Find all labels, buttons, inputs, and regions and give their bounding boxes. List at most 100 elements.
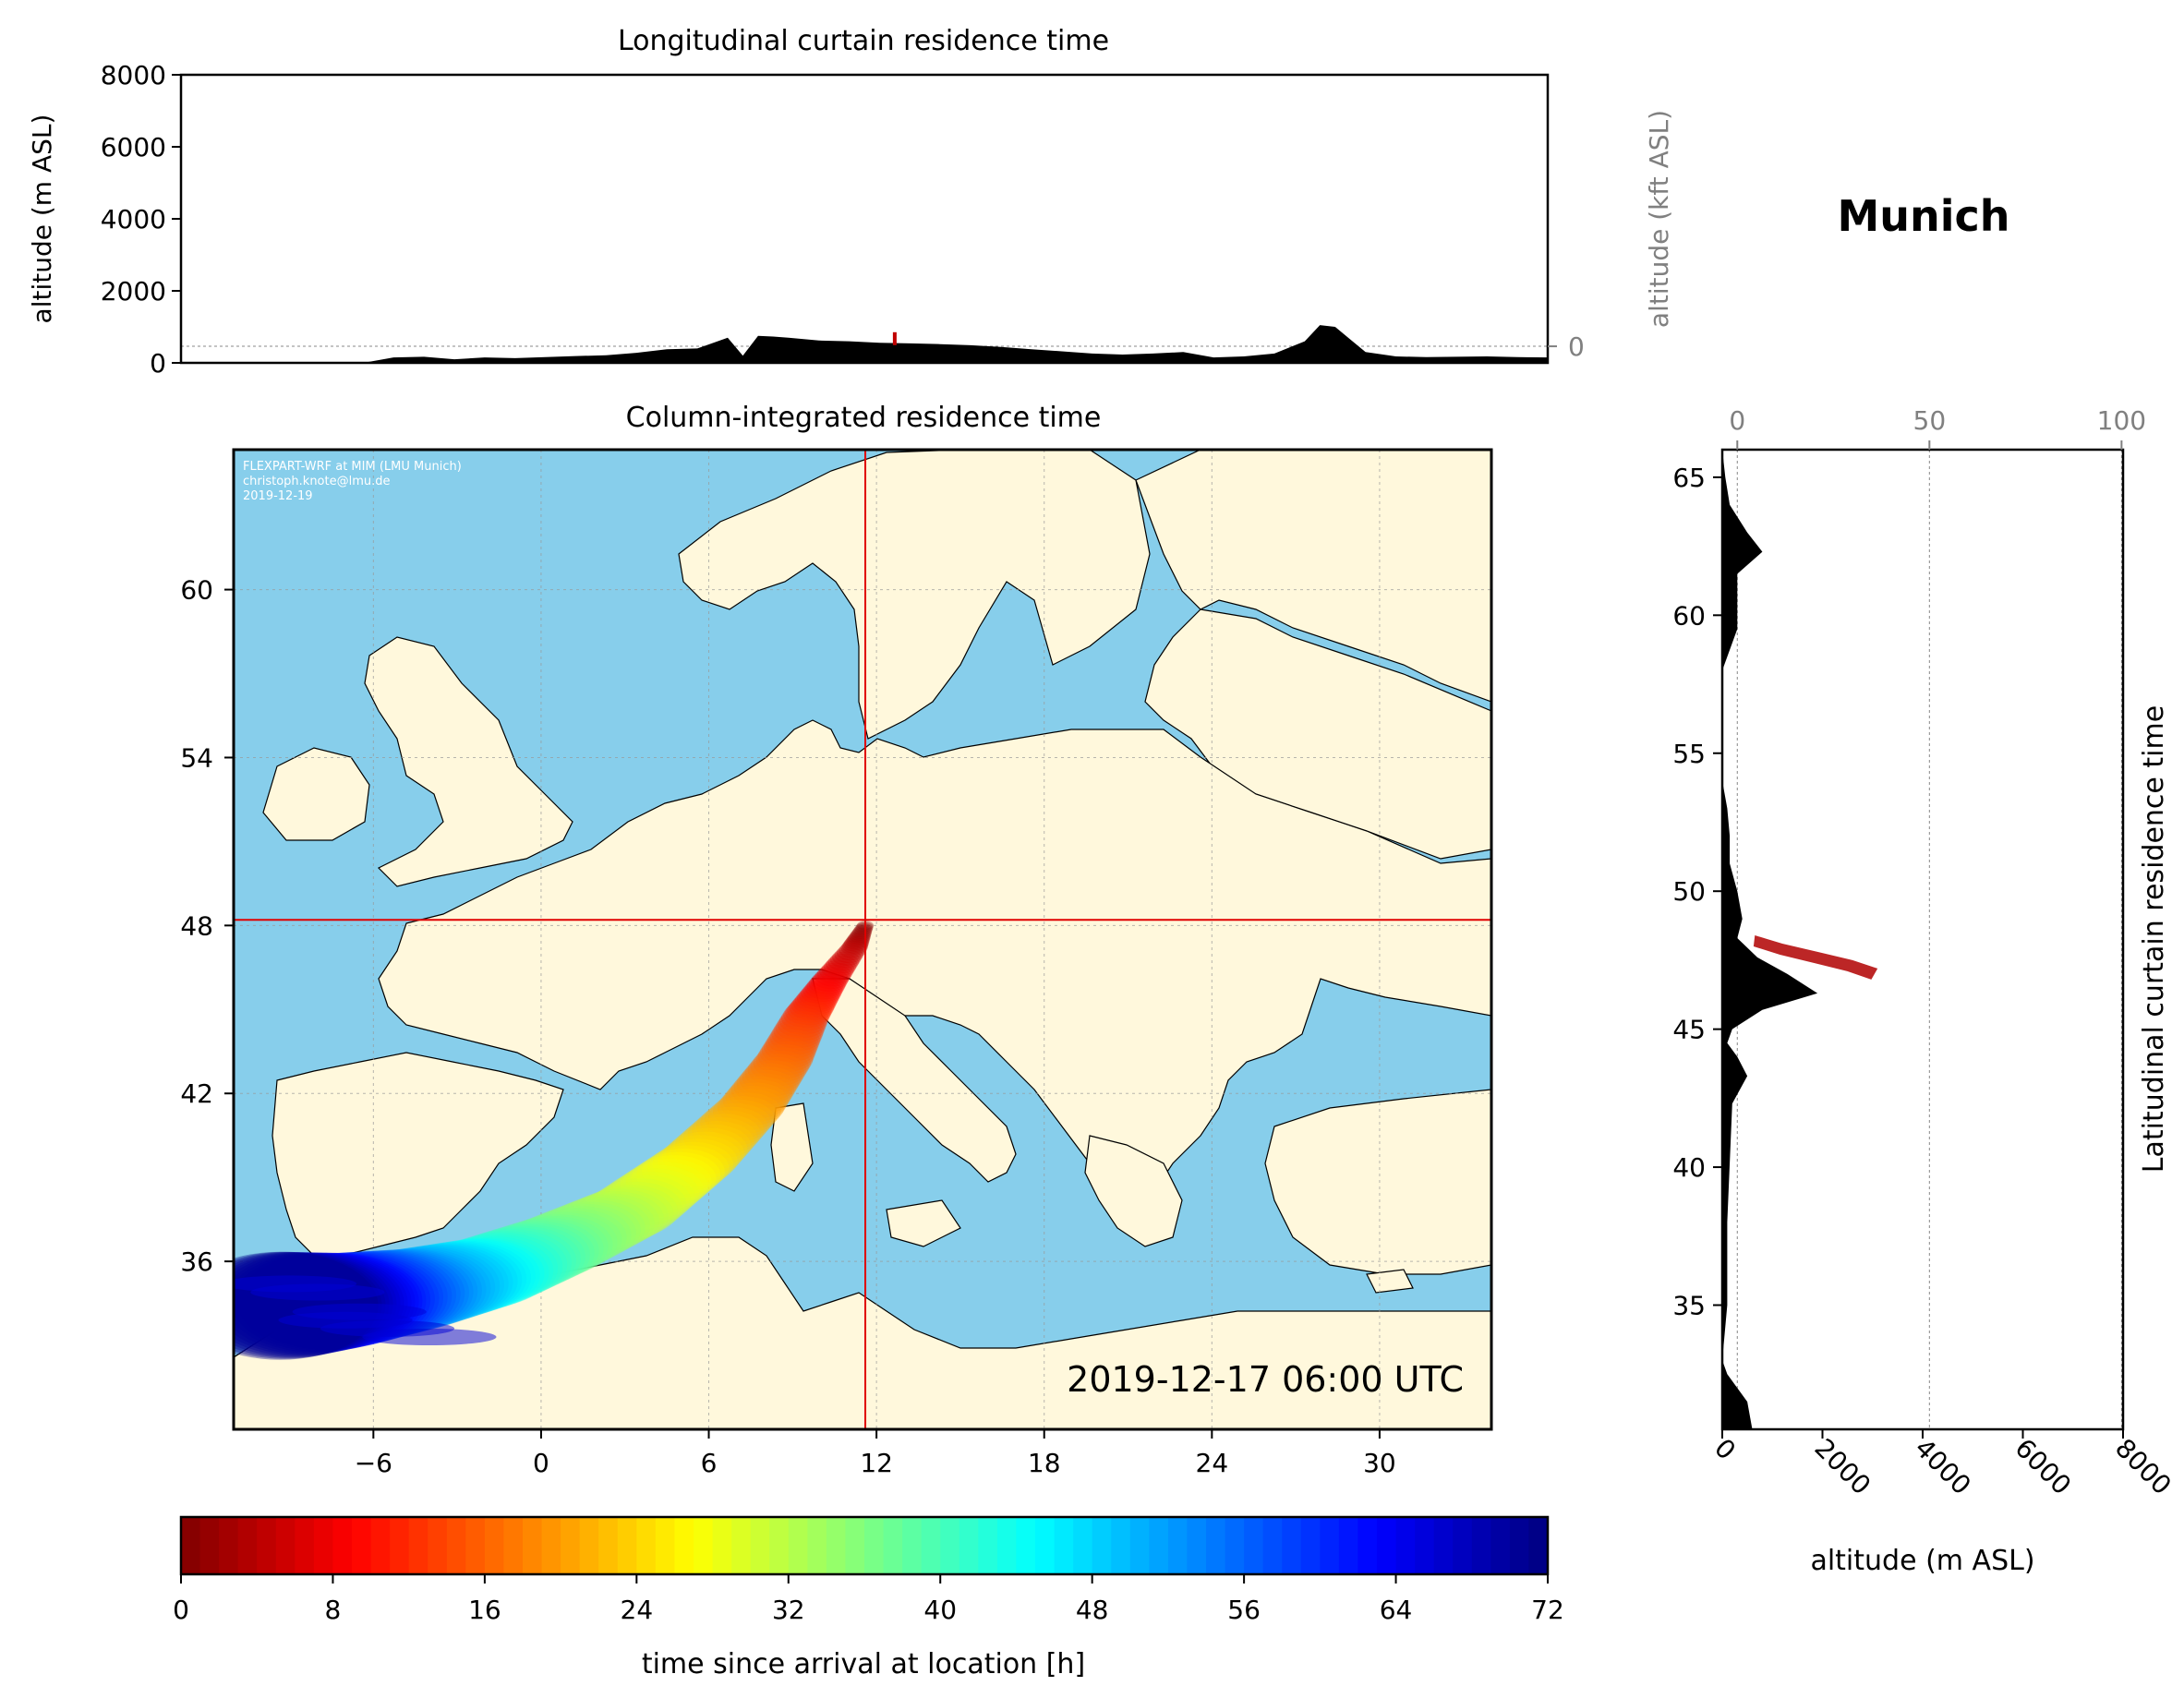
plume-blob (572, 1188, 669, 1243)
colorbar-step (1225, 1517, 1245, 1574)
x-tick-label: 18 (1028, 1448, 1061, 1478)
y-tick-label: 40 (1672, 1152, 1706, 1183)
plume-blob (813, 969, 850, 990)
plume-blob (583, 1185, 679, 1237)
plume-blob (759, 1038, 815, 1069)
colorbar-step (1073, 1517, 1093, 1574)
x-tick-label-top: 50 (1913, 405, 1947, 436)
plume-blob (427, 1235, 554, 1306)
colorbar-step (1016, 1517, 1036, 1574)
plume-blob (728, 1076, 793, 1112)
longitudinal-curtain-ylabel: altitude (m ASL) (27, 114, 57, 324)
longitudinal-curtain-title: Longitudinal curtain residence time (618, 25, 1109, 57)
colorbar-step (1377, 1517, 1397, 1574)
colorbar-step (352, 1517, 372, 1574)
trajectory-plume (234, 921, 875, 1360)
y-tick-label: 65 (1672, 463, 1706, 493)
plume-blob (839, 942, 866, 958)
plume-blob (823, 957, 857, 977)
colorbar-step (788, 1517, 808, 1574)
plume-blob (642, 1149, 725, 1195)
colorbar-step (523, 1517, 543, 1574)
x-tick-label: 6 (701, 1448, 718, 1478)
colorbar-steps (181, 1517, 1549, 1574)
plume-blob (588, 1181, 682, 1234)
plume-blob (604, 1172, 695, 1222)
iberia (271, 1052, 564, 1257)
turkey (1264, 1089, 1491, 1275)
plume-blob (789, 995, 834, 1020)
longitudinal-curtain-panel: Longitudinal curtain residence time 0 200… (27, 25, 1674, 379)
plume-blob (682, 1117, 758, 1159)
colorbar-step (1054, 1517, 1074, 1574)
sardinia (770, 1102, 814, 1192)
plume-blob (852, 926, 873, 938)
plume-blob (687, 1114, 761, 1155)
plume-blob (836, 945, 865, 961)
y-tick-label: 4000 (101, 204, 166, 235)
column-integrated-title: Column-integrated residence time (626, 402, 1102, 434)
plume-blob (362, 1245, 504, 1324)
colorbar-step (579, 1517, 599, 1574)
colorbar-step (1490, 1517, 1511, 1574)
colorbar-step (636, 1517, 657, 1574)
colorbar-step (181, 1517, 201, 1574)
plume-blob (810, 971, 848, 992)
y-tick-label: 60 (1672, 600, 1706, 631)
colorbar-step (712, 1517, 732, 1574)
plume-blob (374, 1244, 513, 1320)
plume-finger (234, 1275, 357, 1293)
plume-blob (479, 1221, 595, 1284)
y-tick-label: 35 (1672, 1291, 1706, 1321)
plume-blob (661, 1135, 742, 1179)
plume-blob (666, 1131, 744, 1175)
plume-blob (832, 949, 863, 966)
colorbar-step (731, 1517, 752, 1574)
plume-blob (722, 1082, 789, 1119)
latitudinal-curtain-title: Latitudinal curtain residence time (2138, 705, 2170, 1173)
y-tick-label: 55 (1672, 739, 1706, 769)
plume-blob (778, 1007, 828, 1035)
y-tick-label: 54 (180, 742, 213, 773)
credits: FLEXPART-WRF at MIM (LMU Munich) christo… (243, 460, 462, 503)
plume-blob (842, 937, 869, 952)
plume-blob (755, 1043, 814, 1076)
colorbar-step (807, 1517, 827, 1574)
colorbar-step (295, 1517, 315, 1574)
colorbar-step (219, 1517, 239, 1574)
y-tick-label: 8000 (101, 60, 166, 90)
plume-blob (804, 978, 844, 1000)
colorbar-step (940, 1517, 960, 1574)
plume-blob (631, 1155, 717, 1202)
plume-blob (565, 1191, 665, 1246)
plume-blob (625, 1158, 712, 1207)
map-x-ticks: −6 0 6 12 18 24 30 (355, 1429, 1396, 1478)
plume-blob (432, 1234, 559, 1304)
latitudinal-curtain-x-ticks: 0 2000 4000 6000 8000 (1708, 1429, 2178, 1500)
plume-blob (692, 1110, 765, 1150)
colorbar-tick-label: 24 (621, 1595, 654, 1625)
colorbar-step (598, 1517, 619, 1574)
finland-russia (1135, 450, 1491, 703)
colorbar-step (1111, 1517, 1131, 1574)
plume-blob (620, 1162, 708, 1210)
colorbar-ticks: 0 8 16 24 32 40 48 56 64 72 (173, 1574, 1564, 1625)
plume-blob (733, 1069, 797, 1105)
map-y-ticks: 36 42 48 54 60 (180, 575, 234, 1277)
x-tick-label-top: 100 (2097, 405, 2146, 436)
plume-blob (725, 1078, 790, 1115)
colorbar-tick-label: 40 (923, 1595, 957, 1625)
colorbar-step (959, 1517, 979, 1574)
plume-blob (766, 1029, 819, 1059)
plume-blob (404, 1239, 536, 1313)
colorbar-step (1187, 1517, 1207, 1574)
plume-blob (783, 1002, 830, 1029)
colorbar: 0 8 16 24 32 40 48 56 64 72 time since arrival at… (173, 1515, 1564, 1680)
x-tick-label: −6 (355, 1448, 392, 1478)
plume-blob (409, 1238, 540, 1311)
plume-blob (742, 1060, 803, 1094)
colorbar-step (1206, 1517, 1226, 1574)
plume-blob (520, 1208, 627, 1267)
